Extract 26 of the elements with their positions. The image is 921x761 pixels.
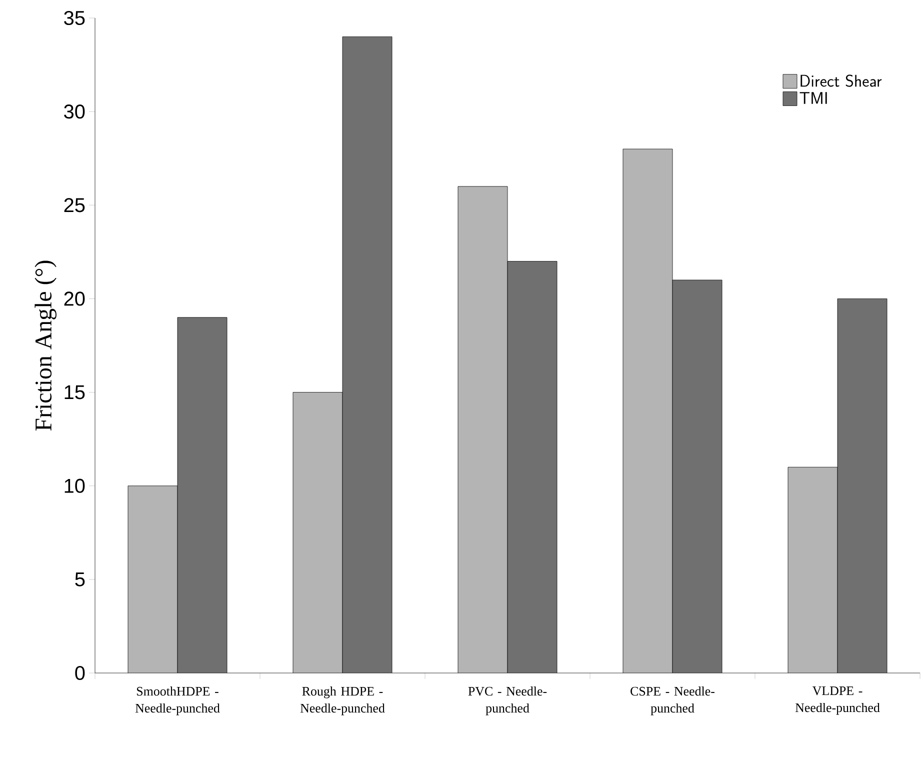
- y-tick-label: 20: [64, 292, 85, 306]
- y-tick-label: 0: [75, 666, 85, 680]
- x-tick-label: PVC - Needle-punched: [468, 686, 547, 716]
- y-tick-label: 25: [64, 198, 85, 212]
- y-tick-label: 10: [64, 478, 85, 493]
- bar: [178, 317, 227, 673]
- bar: [672, 280, 722, 673]
- bar: [508, 261, 557, 673]
- legend-label: TMI: [800, 92, 827, 104]
- legend-label: Direct Shear: [800, 74, 882, 87]
- x-tick-label: CSPE - Needle-punched: [630, 686, 714, 716]
- x-tick-label: Rough HDPE - Needle-punched: [300, 686, 385, 716]
- bar: [788, 466, 838, 673]
- bar: [837, 298, 888, 673]
- y-tick-label: 30: [64, 104, 85, 119]
- y-tick-label: 5: [75, 572, 85, 586]
- bar: [342, 36, 392, 673]
- y-tick-label: 35: [64, 10, 85, 26]
- bar: [128, 486, 178, 673]
- y-tick-label: 15: [64, 385, 85, 400]
- bar: [293, 392, 342, 673]
- bar: [623, 148, 672, 673]
- x-tick-label: SmoothHDPE - Needle-punched: [135, 686, 220, 716]
- y-axis-title: Friction Angle (°): [34, 260, 56, 431]
- bar: [458, 186, 508, 673]
- x-tick-label: VLDPE - Needle-punched: [795, 686, 880, 715]
